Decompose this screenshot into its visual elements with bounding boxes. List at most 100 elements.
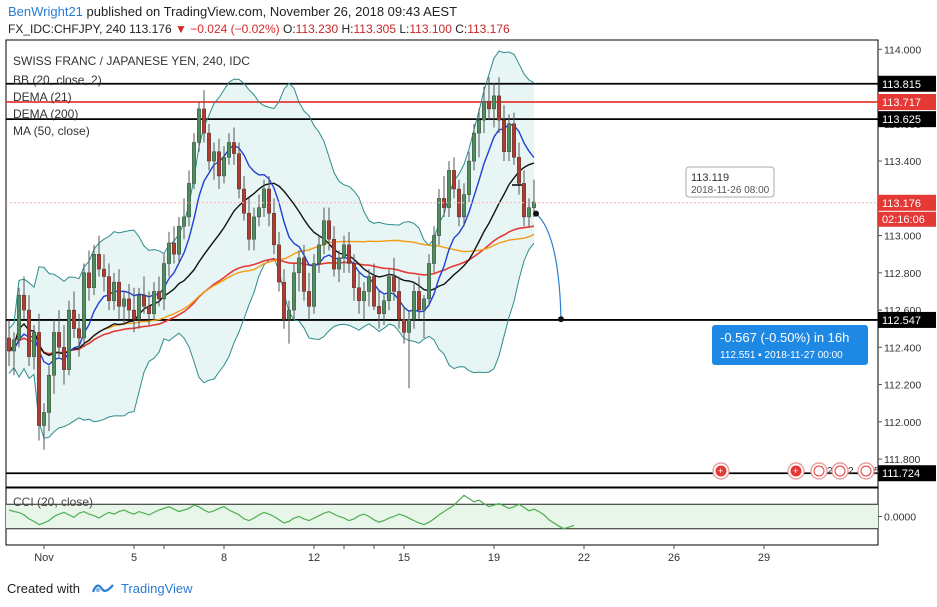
candle-body [272, 213, 277, 246]
candle-body [62, 347, 67, 370]
y-tick-label: 114.000 [884, 44, 921, 56]
candle-body [522, 183, 527, 218]
event-marker-label: 2 [848, 466, 854, 477]
candle-body [517, 157, 522, 184]
bb-basis-line [8, 123, 535, 366]
candle-body [131, 309, 136, 320]
low-value: 113.100 [409, 22, 452, 36]
candle-body [437, 198, 442, 236]
indicator-legend: MA (50, close) [13, 124, 90, 138]
candle-body [57, 332, 62, 348]
candle-body [17, 294, 22, 341]
candle-body [287, 309, 292, 320]
open-value: 113.230 [295, 22, 339, 36]
candle-body [467, 160, 472, 195]
event-marker-label: + [718, 466, 723, 476]
candle-body [417, 291, 422, 311]
candle-body [397, 291, 402, 320]
candle-body [6, 337, 11, 352]
candle-body [201, 108, 206, 134]
x-tick-label: 19 [488, 552, 500, 564]
candle-body [241, 188, 246, 214]
candle-body [42, 412, 47, 426]
tradingview-link[interactable]: TradingView [121, 581, 193, 596]
event-marker-dot [860, 465, 872, 477]
candle-body [377, 306, 382, 314]
candle-body [427, 263, 432, 300]
event-marker-label: 2 [827, 466, 833, 477]
x-tick-label: 8 [221, 552, 227, 564]
candle-body [407, 319, 412, 333]
bollinger-band-fill [9, 51, 534, 439]
candle-body [387, 276, 392, 301]
level-tag [878, 311, 936, 328]
candle-body [362, 291, 367, 301]
event-marker-dot [813, 465, 825, 477]
candle-body [502, 119, 507, 152]
level-tag [878, 111, 936, 128]
dema-200-line [8, 225, 535, 355]
low-label: L: [399, 22, 410, 36]
created-with-label: Created with [7, 581, 80, 596]
level-label: 113.625 [882, 114, 921, 126]
candle-body [342, 244, 347, 259]
candle-body [71, 309, 76, 329]
candle-body [27, 309, 32, 357]
footer: Created with TradingView [7, 581, 193, 596]
level-tag [878, 75, 936, 92]
high-value: 113.305 [353, 22, 397, 36]
candle-body [532, 201, 537, 208]
candle-body [37, 332, 42, 426]
indicator-legend: BB (20, close, 2) [13, 73, 102, 87]
candle-body [181, 216, 186, 227]
candle-body [151, 291, 156, 314]
candle-body [186, 183, 191, 218]
candle-body [216, 151, 221, 177]
last-price-label: 113.176 [882, 198, 921, 210]
candle-body [412, 291, 417, 320]
candle-body [176, 226, 181, 255]
candle-body [211, 151, 216, 162]
y-tick-label: 112.200 [884, 380, 921, 392]
candle-body [312, 263, 317, 307]
candle-body [322, 220, 327, 246]
candle-body [447, 170, 452, 208]
projection-start [533, 210, 539, 217]
candle-body [352, 263, 357, 288]
candle-body [267, 188, 272, 214]
y-tick-label: 111.800 [884, 454, 921, 466]
candle-body [76, 328, 81, 339]
y-tick-label: 112.400 [884, 342, 921, 354]
candle-body [422, 298, 427, 311]
candle-body [156, 291, 161, 300]
indicator-legend: DEMA (21) [13, 90, 72, 104]
candle-body [221, 157, 226, 177]
candle-body [337, 257, 342, 270]
candle-body [292, 272, 297, 311]
cci-line [8, 494, 575, 530]
level-label: 113.815 [882, 79, 921, 91]
candle-body [86, 272, 91, 288]
candle-body [141, 294, 146, 307]
y-tick-label: 113.400 [884, 156, 921, 168]
candle-body [161, 263, 166, 300]
y-tick-label: 113.000 [884, 231, 921, 243]
candle-body [497, 95, 502, 121]
candle-body [392, 276, 397, 292]
candle-body [111, 281, 116, 301]
candle-body [482, 101, 487, 121]
candle-body [512, 123, 517, 158]
candle-body [432, 235, 437, 264]
candle-body [81, 272, 86, 339]
candle-body [367, 276, 372, 292]
symbol-label: FX_IDC:CHFJPY, 240 [8, 22, 126, 36]
candle-body [91, 253, 96, 288]
chart-title: SWISS FRANC / JAPANESE YEN, 240, IDC [13, 54, 250, 68]
event-marker-dot [715, 465, 727, 477]
level-label: 113.717 [882, 97, 921, 109]
candle-body [246, 213, 251, 240]
cci-title: CCI (20, close) [13, 495, 93, 509]
candle-body [257, 207, 262, 218]
author-link[interactable]: BenWright21 [8, 4, 83, 19]
